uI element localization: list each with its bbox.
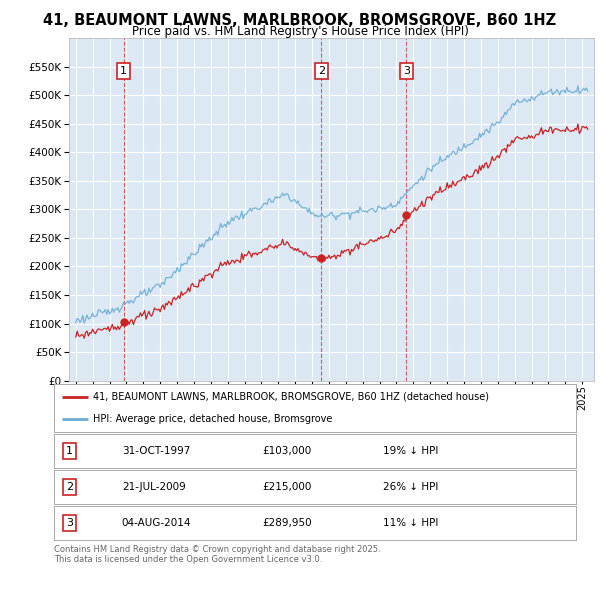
Text: 1: 1 (66, 446, 73, 455)
Text: 3: 3 (66, 518, 73, 527)
Text: 04-AUG-2014: 04-AUG-2014 (122, 518, 191, 527)
Text: Contains HM Land Registry data © Crown copyright and database right 2025.
This d: Contains HM Land Registry data © Crown c… (54, 545, 380, 564)
Text: Price paid vs. HM Land Registry's House Price Index (HPI): Price paid vs. HM Land Registry's House … (131, 25, 469, 38)
Text: 3: 3 (403, 66, 410, 76)
Text: 41, BEAUMONT LAWNS, MARLBROOK, BROMSGROVE, B60 1HZ: 41, BEAUMONT LAWNS, MARLBROOK, BROMSGROV… (43, 13, 557, 28)
Text: 19% ↓ HPI: 19% ↓ HPI (383, 446, 438, 455)
Text: £289,950: £289,950 (263, 518, 313, 527)
Text: 2: 2 (317, 66, 325, 76)
Text: £103,000: £103,000 (263, 446, 312, 455)
Text: 31-OCT-1997: 31-OCT-1997 (122, 446, 190, 455)
Text: 1: 1 (120, 66, 127, 76)
Text: 11% ↓ HPI: 11% ↓ HPI (383, 518, 438, 527)
Text: 26% ↓ HPI: 26% ↓ HPI (383, 482, 438, 491)
Text: 2: 2 (66, 482, 73, 491)
Text: HPI: Average price, detached house, Bromsgrove: HPI: Average price, detached house, Brom… (93, 414, 332, 424)
Text: 21-JUL-2009: 21-JUL-2009 (122, 482, 185, 491)
Text: £215,000: £215,000 (263, 482, 312, 491)
Text: 41, BEAUMONT LAWNS, MARLBROOK, BROMSGROVE, B60 1HZ (detached house): 41, BEAUMONT LAWNS, MARLBROOK, BROMSGROV… (93, 392, 489, 402)
